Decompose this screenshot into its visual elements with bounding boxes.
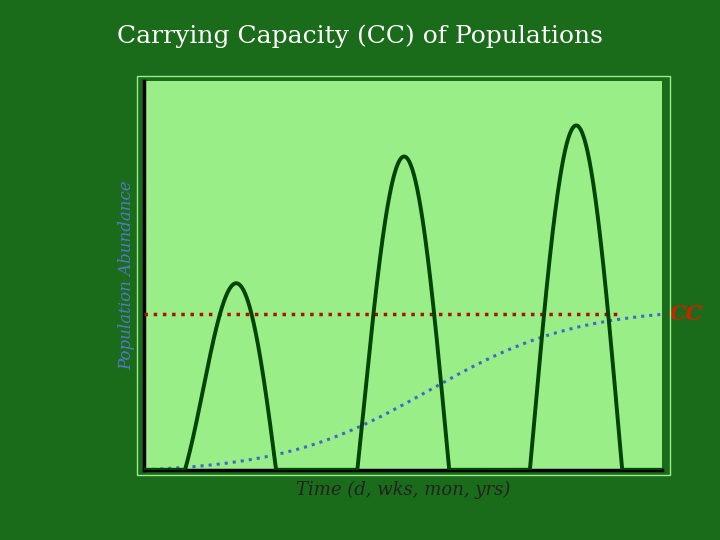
X-axis label: Time (d, wks, mon, yrs): Time (d, wks, mon, yrs) xyxy=(296,481,510,499)
Y-axis label: Population Abundance: Population Abundance xyxy=(119,180,135,370)
Text: Carrying Capacity (CC) of Populations: Carrying Capacity (CC) of Populations xyxy=(117,24,603,48)
Text: CC: CC xyxy=(670,304,703,325)
